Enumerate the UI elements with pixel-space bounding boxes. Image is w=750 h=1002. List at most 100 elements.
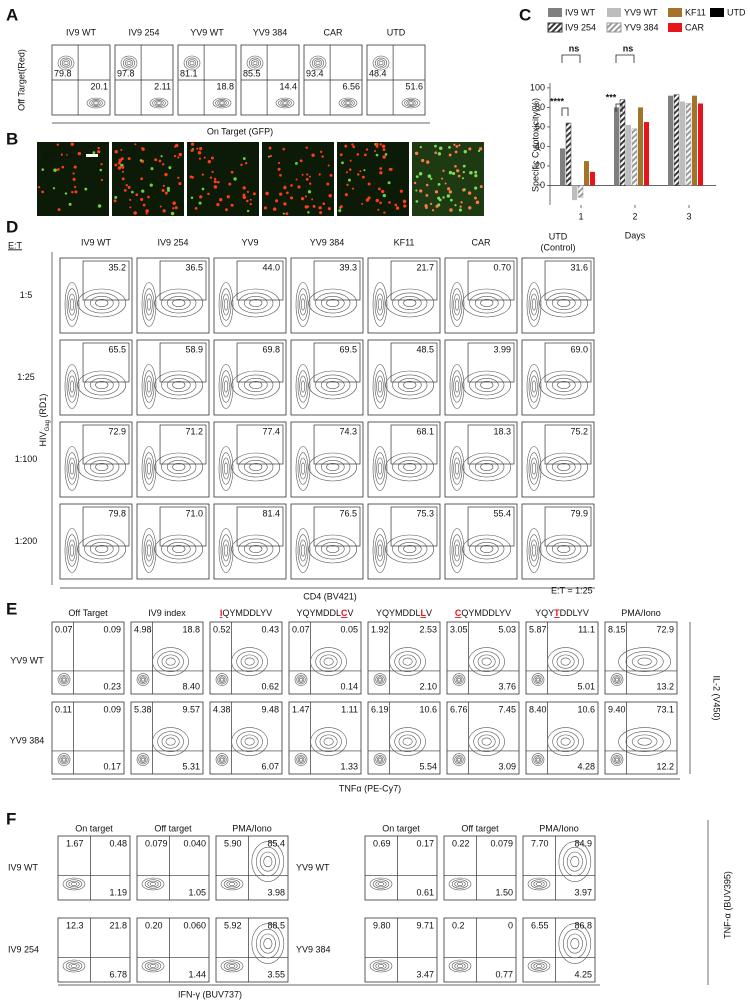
contour — [526, 364, 542, 409]
cell — [230, 170, 234, 174]
contour-ring — [531, 298, 537, 311]
contour-ring — [157, 731, 184, 752]
cell — [197, 151, 202, 155]
contour-ring — [315, 731, 342, 752]
cell — [311, 198, 314, 201]
contour-ring — [145, 457, 153, 480]
contour — [372, 55, 390, 71]
row-label: YV9 WT — [10, 655, 44, 665]
contour-ring — [60, 756, 68, 763]
cell — [246, 199, 249, 203]
cell — [352, 145, 356, 149]
contour-ring — [556, 734, 575, 749]
contour-ring — [165, 657, 176, 666]
cell — [249, 202, 252, 206]
contour-ring — [563, 846, 587, 877]
quadrant-value: 3.05 — [450, 624, 468, 634]
contour-ring — [146, 544, 152, 557]
cell — [240, 163, 243, 167]
column-title: Off target — [461, 823, 499, 833]
contour-ring — [143, 288, 155, 321]
gate — [159, 342, 207, 383]
x-tick-label: 1 — [578, 211, 583, 221]
cell — [121, 177, 125, 181]
contour — [141, 959, 165, 973]
cell — [64, 192, 68, 195]
cell — [458, 144, 461, 147]
contour-ring — [299, 539, 307, 562]
contour-ring — [385, 534, 435, 564]
contour-ring — [374, 452, 386, 485]
contour — [558, 841, 592, 882]
micrograph — [412, 142, 484, 216]
cell — [306, 205, 310, 208]
contour-ring — [263, 938, 273, 950]
contour-ring — [374, 370, 386, 403]
cell — [211, 170, 214, 173]
contour-ring — [309, 55, 327, 71]
contour-ring — [558, 841, 592, 882]
cell — [319, 211, 323, 215]
gate — [390, 260, 438, 301]
plot-title: IV9 WT — [66, 27, 97, 37]
cell — [377, 208, 380, 211]
contour-ring — [215, 753, 229, 766]
cell — [158, 159, 162, 163]
cell — [190, 196, 194, 200]
cell — [114, 163, 118, 167]
contour-ring — [299, 375, 307, 398]
cell — [135, 193, 139, 197]
cell — [345, 171, 348, 174]
cell — [164, 172, 168, 177]
cell — [84, 187, 88, 191]
contour-ring — [256, 846, 280, 877]
contour — [120, 55, 138, 71]
contour-ring — [376, 59, 386, 67]
contour-ring — [145, 539, 153, 562]
gate — [313, 424, 361, 465]
gate-value: 75.3 — [416, 508, 434, 518]
contour-ring — [59, 754, 69, 765]
quadrant-value: 4.98 — [134, 624, 152, 634]
contour-ring — [172, 381, 186, 389]
contour — [294, 673, 308, 686]
contour — [57, 673, 71, 686]
cell — [381, 144, 386, 148]
contour-ring — [375, 754, 385, 765]
cell — [344, 193, 348, 197]
cell — [469, 170, 473, 175]
cell — [363, 153, 367, 157]
quadrant-value: 10.6 — [577, 704, 595, 714]
gate-value: 71.0 — [185, 508, 203, 518]
contour-ring — [473, 651, 500, 672]
quadrant-value: 6.56 — [342, 81, 360, 91]
cell — [97, 146, 100, 150]
cell — [348, 168, 352, 171]
contour-ring — [70, 964, 78, 968]
contour-ring — [57, 673, 71, 686]
significance-label: *** — [606, 92, 617, 102]
quadrant-value: 88.5 — [267, 920, 285, 930]
x-axis-label: IFN-γ (BUV737) — [178, 989, 242, 999]
quadrant-value: 0.43 — [261, 624, 279, 634]
cell — [301, 173, 304, 176]
contour — [401, 97, 421, 109]
cell — [399, 189, 403, 193]
contour-ring — [226, 962, 238, 970]
contour — [212, 97, 232, 109]
cell — [279, 192, 283, 196]
cell — [117, 166, 122, 170]
contour-ring — [69, 380, 75, 393]
column-title: UTD — [549, 231, 568, 241]
quadrant-value: 51.6 — [405, 81, 423, 91]
contour — [385, 452, 435, 482]
contour-ring — [377, 544, 383, 557]
contour-ring — [311, 57, 325, 69]
contour-ring — [126, 60, 132, 66]
row-label: YV9 384 — [296, 944, 331, 954]
cell — [449, 198, 453, 202]
legend-swatch — [607, 8, 621, 17]
contour — [610, 753, 624, 766]
gate-value: 58.9 — [185, 344, 203, 354]
cell — [228, 182, 232, 186]
